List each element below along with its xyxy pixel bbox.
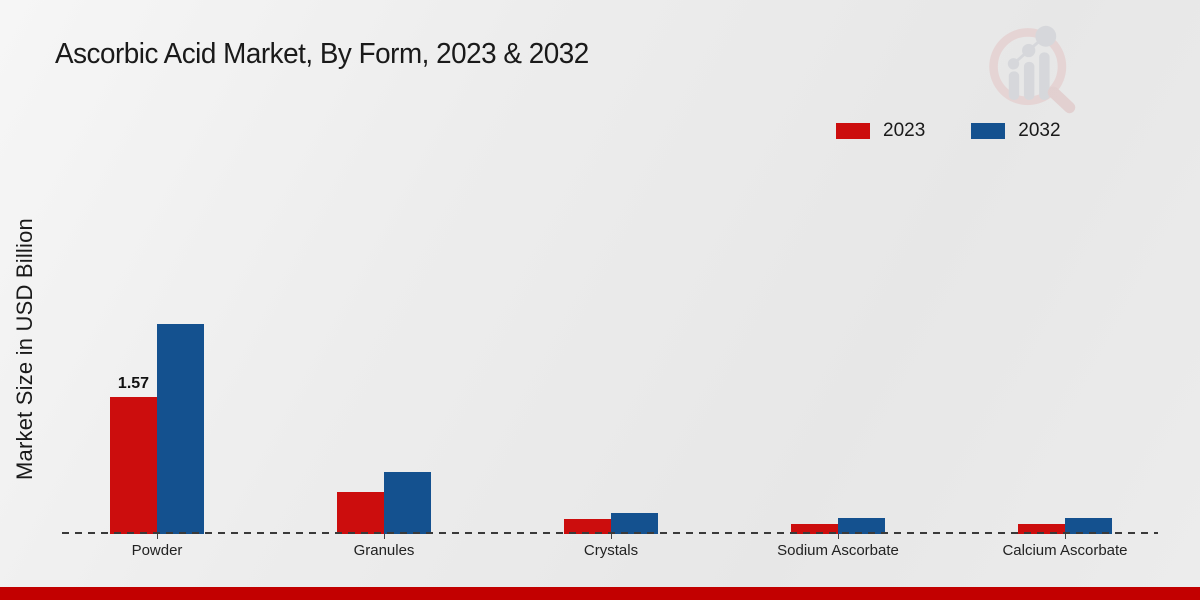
chart-title: Ascorbic Acid Market, By Form, 2023 & 20…: [55, 38, 589, 70]
bar-2023-granules: [337, 492, 384, 534]
magnifier-bar-chart-logo-icon: [989, 25, 1076, 114]
x-axis-tick: [157, 534, 158, 539]
bar-2023-powder: [110, 397, 157, 534]
bar-2032-crystals: [611, 513, 658, 534]
bar-2032-powder: [157, 324, 204, 534]
footer-accent-bar: [0, 587, 1200, 600]
legend: 2023 2032: [836, 120, 1061, 142]
legend-item-2023: 2023: [836, 120, 925, 142]
y-axis-label: Market Size in USD Billion: [12, 218, 37, 480]
bar-2032-granules: [384, 472, 431, 534]
legend-label-2023: 2023: [883, 120, 926, 141]
bar-2023-crystals: [564, 519, 611, 534]
category-label-calcium-ascorbate: Calcium Ascorbate: [1002, 542, 1128, 559]
legend-label-2032: 2032: [1018, 120, 1061, 141]
category-label-sodium-ascorbate: Sodium Ascorbate: [777, 542, 899, 559]
bar-2032-calcium-ascorbate: [1065, 518, 1112, 534]
x-axis-tick: [611, 534, 612, 539]
category-label-granules: Granules: [353, 542, 415, 559]
legend-item-2032: 2032: [971, 120, 1061, 142]
x-axis-tick: [384, 534, 385, 539]
bar-2023-calcium-ascorbate: [1018, 524, 1065, 534]
x-axis-baseline: [62, 532, 1158, 534]
x-axis-tick: [838, 534, 839, 539]
category-label-powder: Powder: [131, 542, 183, 559]
bar-2032-sodium-ascorbate: [838, 518, 885, 534]
bar-value-label: 1.57: [117, 375, 150, 392]
category-label-crystals: Crystals: [583, 542, 639, 559]
legend-swatch-2032-icon: [971, 123, 1006, 139]
legend-swatch-2023-icon: [836, 123, 870, 139]
bar-2023-sodium-ascorbate: [791, 524, 838, 534]
x-axis-tick: [1065, 534, 1066, 539]
